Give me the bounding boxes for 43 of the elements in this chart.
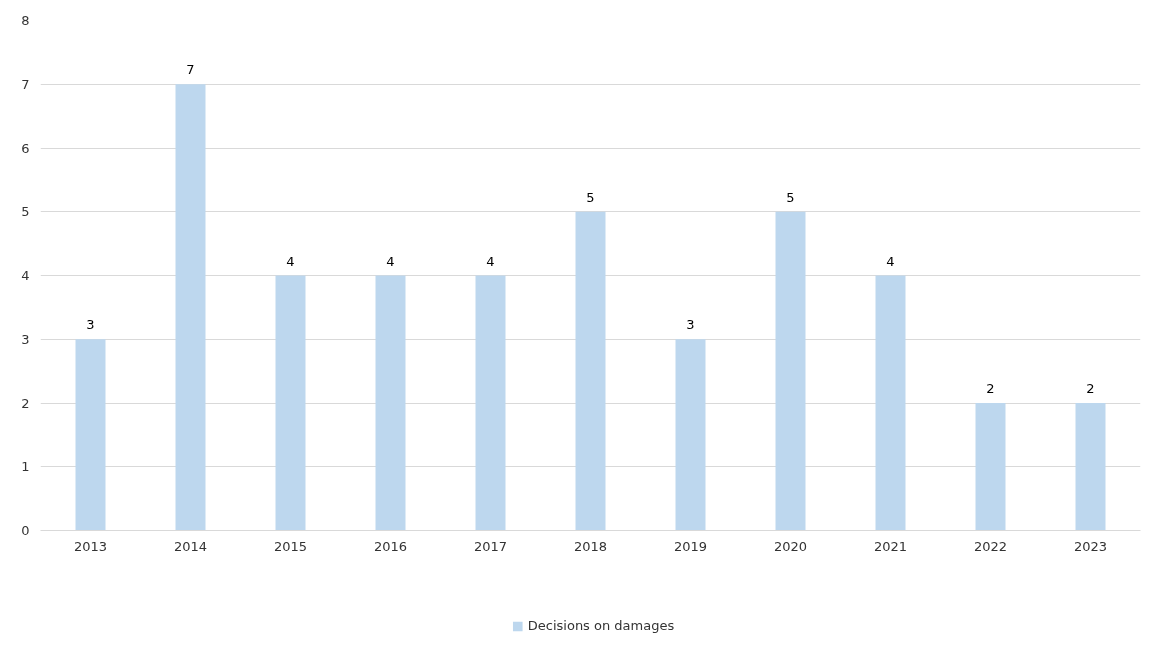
x-tick-label: 2023 xyxy=(1073,538,1108,554)
bar xyxy=(975,403,1006,531)
bar xyxy=(75,339,106,531)
y-tick-label: 3 xyxy=(21,331,30,347)
data-label: 4 xyxy=(286,253,295,269)
bar xyxy=(575,211,606,531)
data-label: 2 xyxy=(986,381,995,396)
x-tick-label: 2015 xyxy=(273,538,308,554)
x-tick-label: 2016 xyxy=(373,538,408,554)
y-tick-label: 7 xyxy=(21,76,30,92)
y-tick-label: 0 xyxy=(21,523,30,538)
y-tick-label: 6 xyxy=(21,140,30,156)
data-label: 5 xyxy=(786,189,795,205)
data-label: 3 xyxy=(686,317,695,333)
x-tick-label: 2013 xyxy=(73,538,108,554)
x-tick-label: 2022 xyxy=(973,538,1008,554)
bar xyxy=(375,275,406,531)
bar xyxy=(275,275,306,531)
y-tick-label: 5 xyxy=(21,204,30,220)
data-label: 3 xyxy=(86,317,95,333)
bar xyxy=(775,211,806,531)
data-label: 4 xyxy=(886,253,895,269)
bar xyxy=(175,84,206,531)
bar xyxy=(1075,403,1106,531)
x-tick-label: 2017 xyxy=(473,538,508,554)
y-tick-label: 1 xyxy=(21,459,30,475)
x-tick-label: 2021 xyxy=(873,538,908,554)
bar xyxy=(875,275,906,531)
data-label: 4 xyxy=(386,253,395,269)
bar xyxy=(675,339,706,531)
data-label: 7 xyxy=(186,62,195,78)
y-tick-label: 2 xyxy=(21,395,30,411)
bar xyxy=(475,275,506,531)
x-tick-label: 2020 xyxy=(773,538,808,554)
y-tick-label: 8 xyxy=(21,13,30,28)
x-tick-label: 2019 xyxy=(673,538,708,554)
data-label: 4 xyxy=(486,253,495,269)
x-tick-label: 2014 xyxy=(173,538,208,554)
data-label: 2 xyxy=(1086,381,1095,396)
y-tick-label: 4 xyxy=(21,268,30,283)
legend-label: Decisions on damages xyxy=(527,618,675,633)
x-tick-label: 2018 xyxy=(573,538,608,554)
data-label: 5 xyxy=(586,189,595,205)
